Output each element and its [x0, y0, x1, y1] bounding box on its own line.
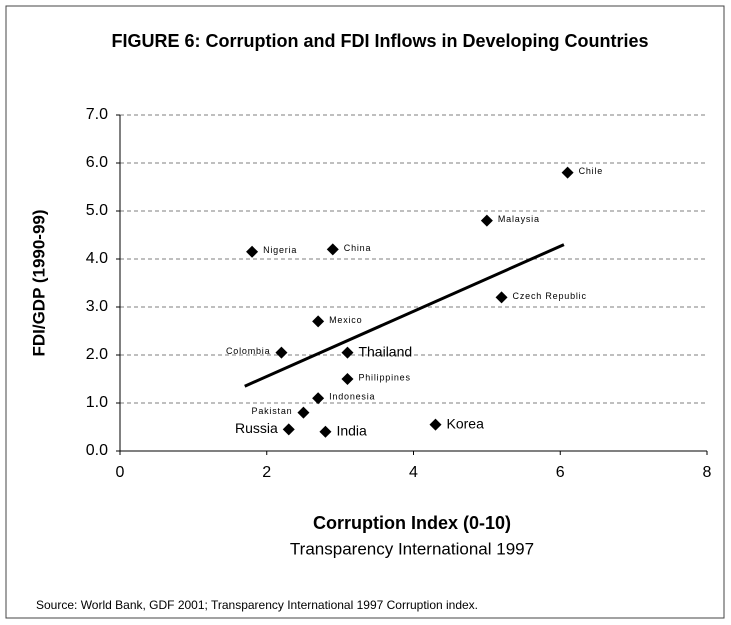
point: [275, 346, 288, 359]
point: [282, 423, 295, 436]
point: [429, 418, 442, 431]
point: [341, 373, 354, 385]
point-label: Thailand: [358, 343, 412, 359]
x-tick-label: 0: [116, 464, 125, 481]
x-tick-label: 2: [262, 464, 271, 481]
x-axis-label: Corruption Index (0-10): [313, 513, 511, 533]
chart-title: FIGURE 6: Corruption and FDI Inflows in …: [111, 31, 649, 51]
point: [246, 245, 259, 258]
point-label: China: [344, 243, 372, 253]
x-tick-label: 8: [703, 464, 712, 481]
point: [326, 243, 339, 256]
source-note: Source: World Bank, GDF 2001; Transparen…: [36, 598, 478, 612]
y-tick-label: 0.0: [86, 442, 108, 459]
y-tick-label: 6.0: [86, 154, 108, 171]
y-tick-label: 2.0: [86, 346, 108, 363]
point: [312, 392, 325, 405]
point: [341, 346, 354, 359]
y-tick-label: 1.0: [86, 394, 108, 411]
point-label: Czech Republic: [513, 291, 587, 301]
point: [312, 315, 325, 328]
point-label: Korea: [447, 415, 485, 431]
point: [480, 214, 493, 227]
point-label: India: [336, 423, 367, 439]
point-label: Russia: [235, 420, 278, 436]
point-label: Chile: [579, 166, 604, 176]
trendline: [244, 243, 565, 388]
y-tick-label: 3.0: [86, 298, 108, 315]
point-label: Philippines: [358, 372, 410, 382]
x-axis-sublabel: Transparency International 1997: [290, 539, 534, 558]
x-tick-label: 4: [409, 464, 418, 481]
y-tick-label: 5.0: [86, 202, 108, 219]
y-tick-label: 4.0: [86, 250, 108, 267]
point-label: Malaysia: [498, 214, 540, 224]
y-axis-label: FDI/GDP (1990-99): [29, 209, 48, 356]
y-tick-label: 7.0: [86, 106, 108, 123]
point: [561, 166, 574, 179]
point-label: Mexico: [329, 315, 362, 325]
point: [297, 406, 310, 419]
point: [495, 291, 508, 304]
point-label: Colombia: [226, 346, 270, 356]
point-label: Indonesia: [329, 392, 375, 402]
frame: [5, 5, 725, 619]
point: [319, 425, 332, 438]
point-label: Nigeria: [263, 245, 297, 255]
point-label: Pakistan: [252, 406, 293, 416]
x-tick-label: 6: [556, 464, 565, 481]
